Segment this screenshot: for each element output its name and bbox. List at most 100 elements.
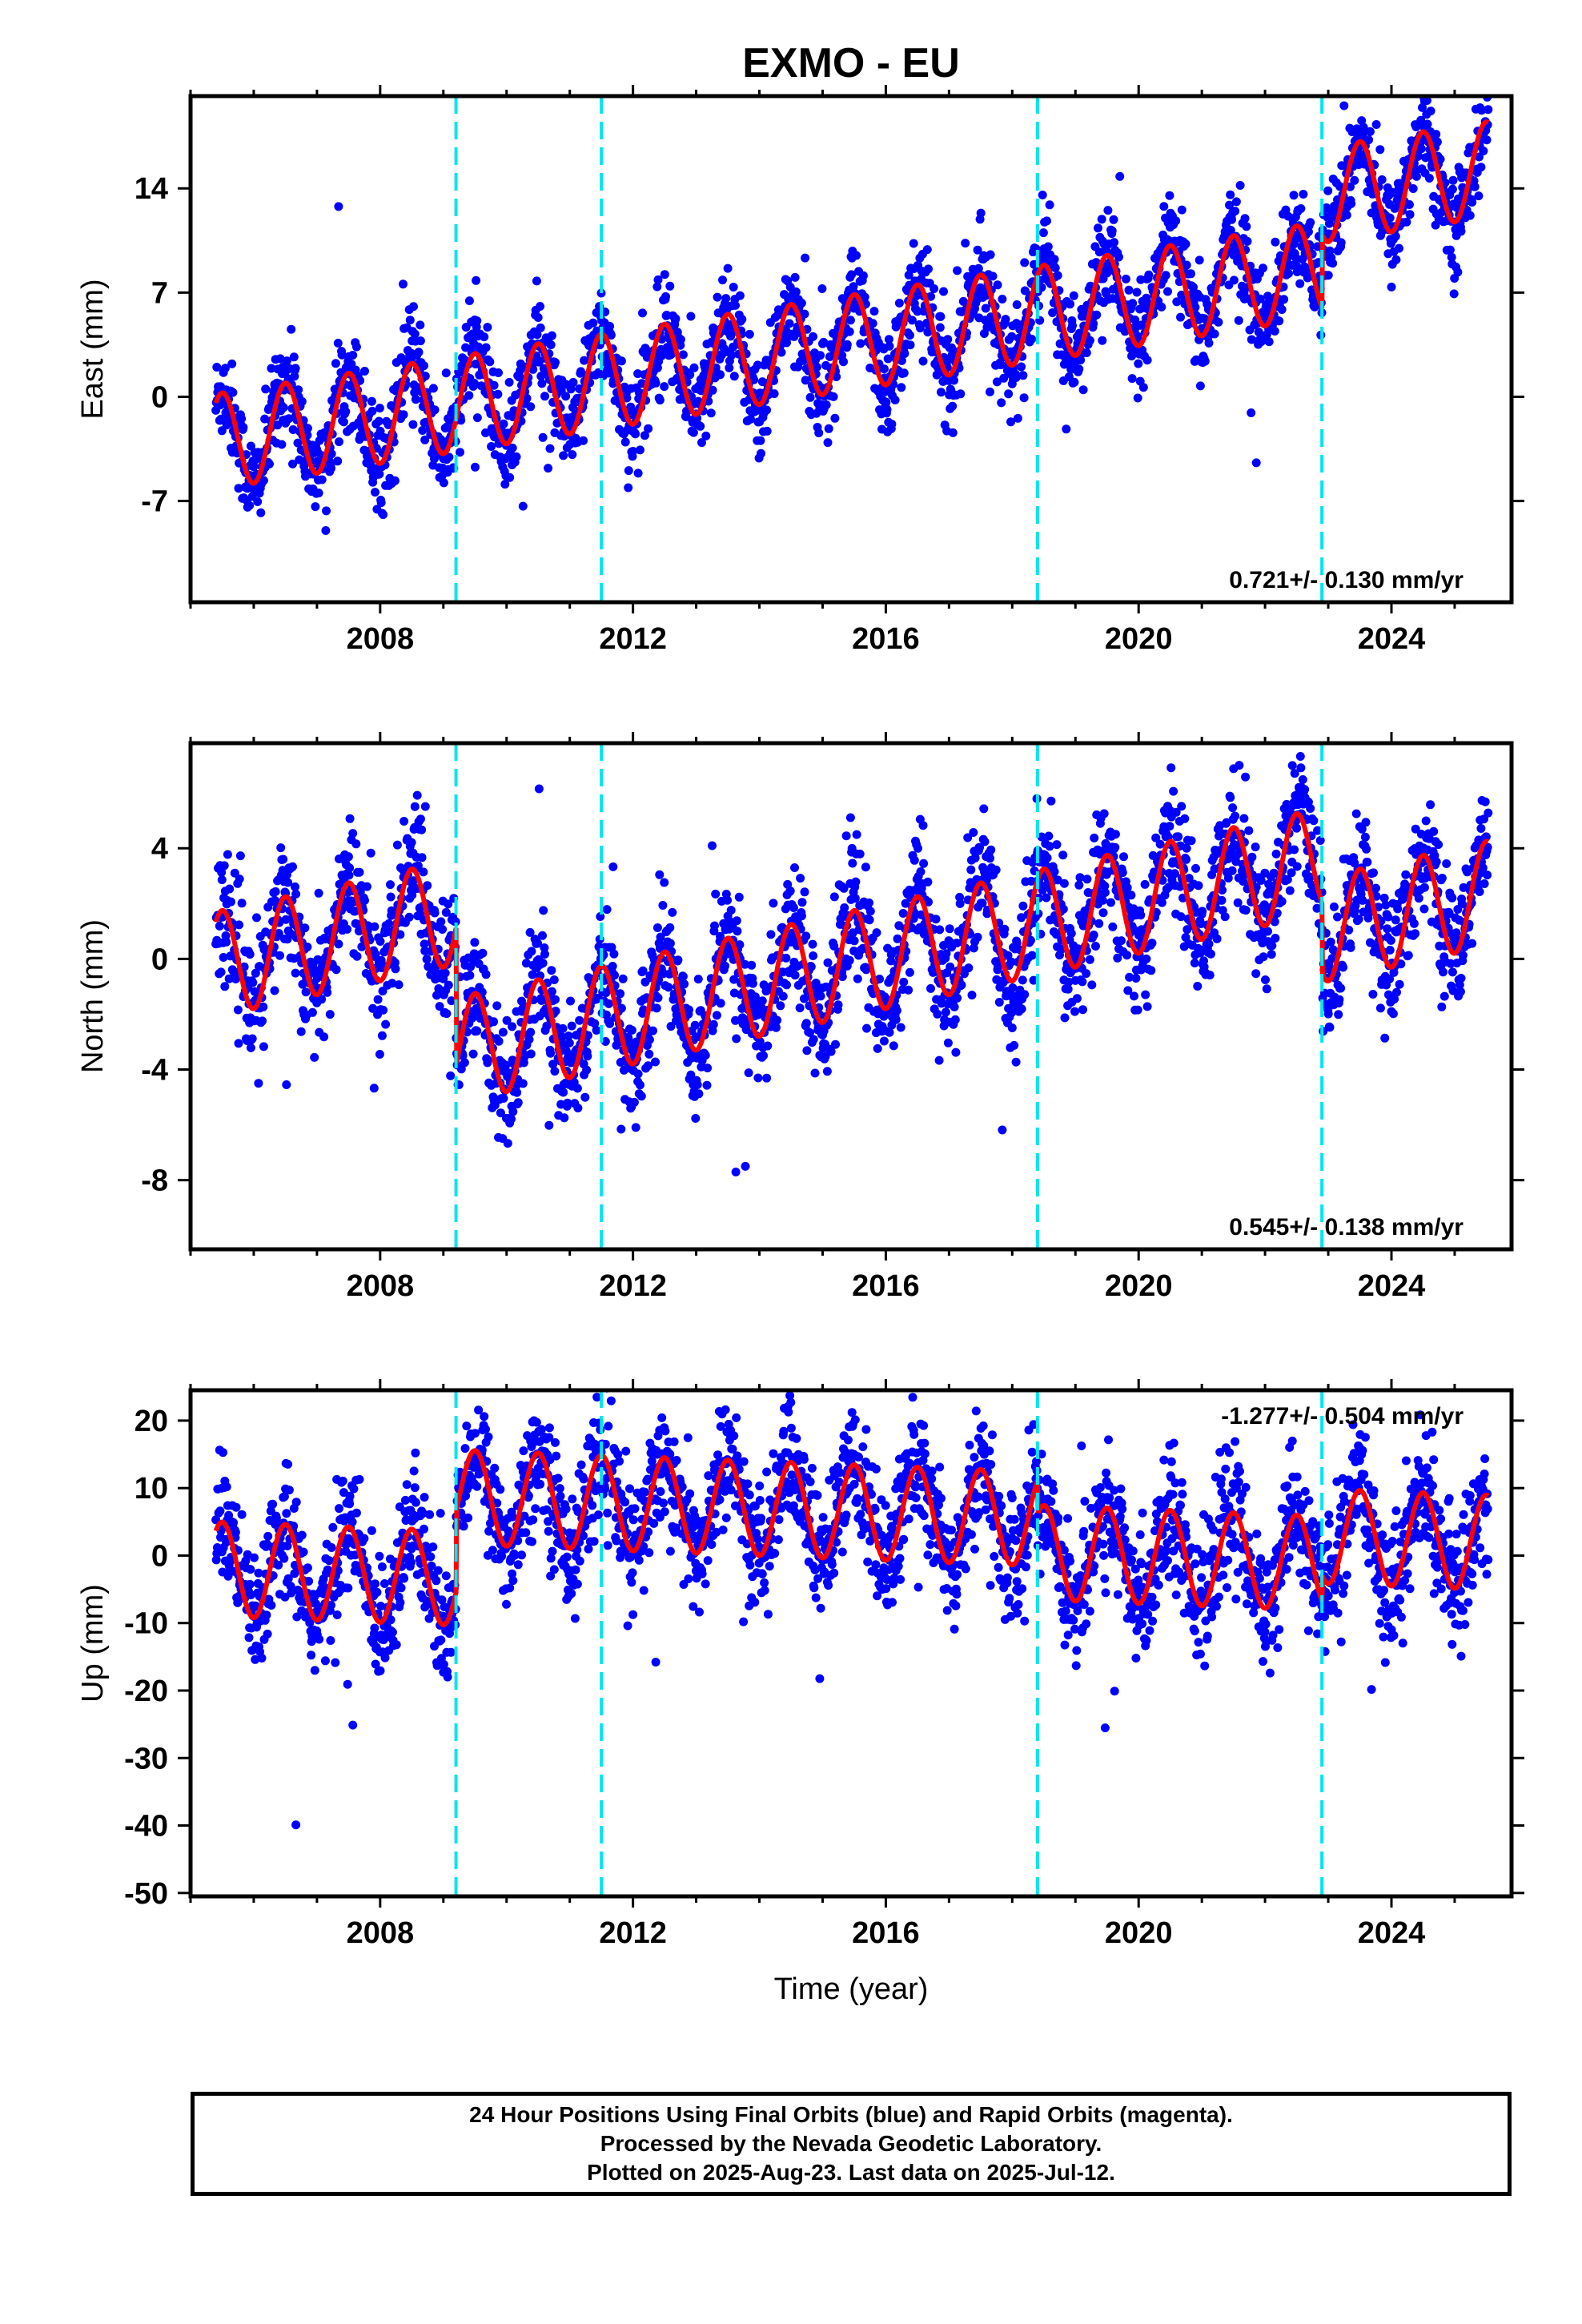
data-point [413,861,423,870]
data-point [1456,227,1466,236]
data-point [729,283,738,292]
data-point [1098,908,1108,918]
data-point [303,943,312,951]
data-point [1089,931,1098,939]
data-point [259,1042,268,1051]
data-point [282,1080,291,1089]
data-point [220,982,230,991]
data-point [894,299,904,308]
data-point [1163,287,1172,296]
data-point [845,316,855,325]
data-point [849,936,859,946]
data-point [386,892,396,902]
data-point [842,340,852,349]
data-point [333,339,343,348]
data-point [708,841,717,850]
data-point [549,975,559,984]
data-point [956,389,966,399]
data-point [1474,191,1484,201]
data-point [731,1168,741,1176]
data-point [668,907,677,917]
data-point [967,991,977,1000]
data-point [1142,356,1152,365]
data-point [560,1113,569,1123]
data-point [801,931,811,941]
data-point [661,292,670,301]
data-point [1069,291,1078,300]
data-point [1165,191,1174,200]
data-point [538,432,548,442]
data-point [789,332,799,341]
data-point [1018,975,1027,985]
data-point [812,362,821,372]
data-point [288,425,298,434]
data-point [526,1027,536,1037]
data-point [1210,329,1219,339]
data-point [245,501,255,510]
data-point [216,967,226,977]
data-point [588,318,598,328]
data-point [840,903,849,912]
data-point [487,442,496,451]
data-point [1241,772,1251,782]
data-point [1042,853,1052,862]
data-point [404,912,414,922]
data-point [988,271,998,281]
data-point [1365,127,1375,136]
data-point [1279,295,1289,304]
data-point [685,370,695,380]
data-point [633,369,643,379]
data-point [628,447,638,456]
data-point [527,947,536,956]
data-point [469,378,479,388]
data-point [1089,319,1098,328]
data-point [737,315,747,324]
data-point [253,497,263,506]
data-point [883,354,893,364]
data-point [1004,389,1014,399]
data-point [900,349,909,358]
data-point [327,449,336,459]
data-point [1137,320,1146,330]
data-point [1117,936,1126,946]
data-point [631,1123,640,1132]
data-point [991,865,1001,875]
data-point [485,357,495,367]
data-point [1263,927,1272,936]
data-point [966,865,976,875]
y-tick-label: 0 [151,380,168,414]
data-point [1226,226,1235,235]
data-point [373,995,383,1004]
data-point [291,364,300,373]
data-point [472,413,482,423]
y-tick-label: -7 [141,485,168,519]
data-point [411,395,420,404]
data-point [716,931,725,941]
data-point [1262,984,1271,994]
data-point [420,372,430,381]
data-point [409,302,418,312]
data-point [1289,191,1299,200]
data-point [1133,393,1142,403]
data-point [314,489,323,498]
data-point [391,964,400,974]
data-point [1242,222,1251,231]
data-point [777,348,786,357]
data-point [559,451,568,460]
data-point [319,1032,329,1042]
data-point [1177,802,1186,811]
data-point [805,392,815,402]
data-point [371,950,380,959]
data-point [551,1007,560,1015]
data-point [1261,975,1270,984]
data-point [273,420,283,430]
data-point [405,316,415,325]
data-point [822,1067,832,1076]
data-point [1177,205,1186,215]
data-point [1166,763,1176,773]
data-point [279,854,288,864]
data-point [261,384,271,394]
data-point [729,372,739,381]
data-point [438,925,448,934]
